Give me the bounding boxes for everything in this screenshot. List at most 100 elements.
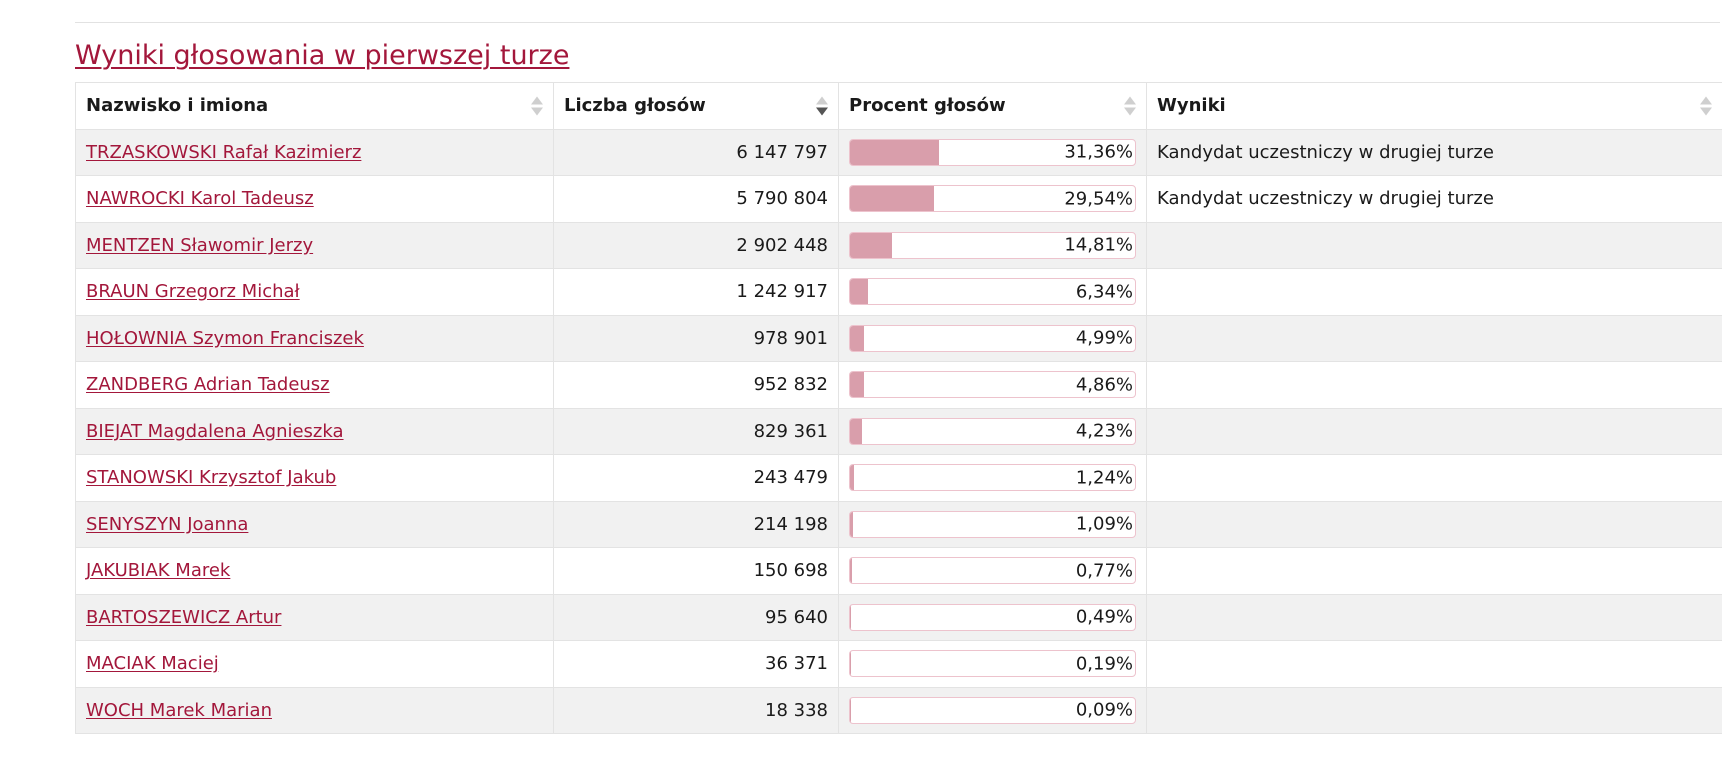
candidate-name-cell: HOŁOWNIA Szymon Franciszek (75, 314, 554, 362)
candidate-name-link[interactable]: STANOWSKI Krzysztof Jakub (86, 467, 337, 489)
percent-value: 0,19% (1075, 653, 1133, 675)
candidate-name-link[interactable]: WOCH Marek Marian (86, 699, 272, 721)
header-row: Nazwisko i imiona Liczba głosów Procent … (75, 82, 1722, 130)
table-row: ZANDBERG Adrian Tadeusz 952 832 4,86% (75, 361, 1722, 409)
sort-descending-icon[interactable] (816, 96, 828, 116)
column-header-percent[interactable]: Procent głosów (838, 82, 1147, 130)
vote-count: 829 361 (553, 407, 839, 455)
candidate-name-cell: BARTOSZEWICZ Artur (75, 593, 554, 641)
percent-bar: 1,24% (849, 464, 1136, 492)
result-status (1146, 268, 1722, 316)
percent-cell: 6,34% (838, 268, 1147, 316)
candidate-name-cell: BIEJAT Magdalena Agnieszka (75, 407, 554, 455)
candidate-name-link[interactable]: TRZASKOWSKI Rafał Kazimierz (86, 141, 362, 163)
result-status (1146, 314, 1722, 362)
percent-bar: 1,09% (849, 510, 1136, 538)
column-header-votes-label: Liczba głosów (564, 95, 706, 117)
candidate-name-link[interactable]: NAWROCKI Karol Tadeusz (86, 188, 314, 210)
table-row: TRZASKOWSKI Rafał Kazimierz 6 147 797 31,3… (75, 128, 1722, 176)
candidate-name-cell: MACIAK Maciej (75, 640, 554, 688)
table-row: HOŁOWNIA Szymon Franciszek 978 901 4,99% (75, 314, 1722, 362)
percent-value: 0,09% (1075, 699, 1133, 721)
candidate-name-link[interactable]: ZANDBERG Adrian Tadeusz (86, 374, 330, 396)
result-status: Kandydat uczestniczy w drugiej turze (1146, 128, 1722, 176)
result-status (1146, 593, 1722, 641)
percent-bar: 29,54% (849, 185, 1136, 213)
result-status (1146, 686, 1722, 734)
sort-icon[interactable] (531, 96, 543, 116)
result-status (1146, 221, 1722, 269)
percent-value: 31,36% (1064, 141, 1133, 163)
percent-value: 1,24% (1075, 467, 1133, 489)
candidate-name-link[interactable]: BRAUN Grzegorz Michał (86, 281, 300, 303)
percent-value: 14,81% (1064, 234, 1133, 256)
percent-value: 4,99% (1075, 327, 1133, 349)
percent-value: 0,77% (1075, 560, 1133, 582)
percent-cell: 0,09% (838, 686, 1147, 734)
column-header-name[interactable]: Nazwisko i imiona (75, 82, 554, 130)
vote-count: 36 371 (553, 640, 839, 688)
percent-bar: 0,77% (849, 557, 1136, 585)
percent-bar: 0,19% (849, 650, 1136, 678)
candidate-name-link[interactable]: MENTZEN Sławomir Jerzy (86, 234, 314, 256)
candidate-name-link[interactable]: MACIAK Maciej (86, 653, 219, 675)
table-row: WOCH Marek Marian 18 338 0,09% (75, 686, 1722, 734)
candidate-name-cell: STANOWSKI Krzysztof Jakub (75, 454, 554, 502)
candidate-name-link[interactable]: JAKUBIAK Marek (86, 560, 231, 582)
sort-icon[interactable] (1124, 96, 1136, 116)
percent-bar-fill (850, 372, 864, 398)
results-body: TRZASKOWSKI Rafał Kazimierz 6 147 797 31,3… (75, 128, 1722, 734)
percent-cell: 4,99% (838, 314, 1147, 362)
result-status (1146, 454, 1722, 502)
percent-bar: 0,49% (849, 603, 1136, 631)
top-divider (75, 22, 1720, 23)
vote-count: 18 338 (553, 686, 839, 734)
candidate-name-link[interactable]: HOŁOWNIA Szymon Franciszek (86, 327, 364, 349)
percent-cell: 31,36% (838, 128, 1147, 176)
vote-count: 1 242 917 (553, 268, 839, 316)
table-row: SENYSZYN Joanna 214 198 1,09% (75, 500, 1722, 548)
result-status (1146, 547, 1722, 595)
percent-cell: 0,49% (838, 593, 1147, 641)
percent-cell: 14,81% (838, 221, 1147, 269)
percent-cell: 4,23% (838, 407, 1147, 455)
vote-count: 952 832 (553, 361, 839, 409)
candidate-name-link[interactable]: BARTOSZEWICZ Artur (86, 606, 282, 628)
vote-count: 150 698 (553, 547, 839, 595)
column-header-votes[interactable]: Liczba głosów (553, 82, 839, 130)
column-header-results[interactable]: Wyniki (1146, 82, 1722, 130)
candidate-name-cell: MENTZEN Sławomir Jerzy (75, 221, 554, 269)
candidate-name-cell: JAKUBIAK Marek (75, 547, 554, 595)
percent-bar-fill (850, 558, 853, 584)
percent-bar-fill (850, 232, 893, 258)
percent-value: 4,86% (1075, 374, 1133, 396)
table-row: BARTOSZEWICZ Artur 95 640 0,49% (75, 593, 1722, 641)
candidate-name-link[interactable]: BIEJAT Magdalena Agnieszka (86, 420, 344, 442)
result-status (1146, 361, 1722, 409)
percent-bar: 4,99% (849, 324, 1136, 352)
candidate-name-cell: ZANDBERG Adrian Tadeusz (75, 361, 554, 409)
candidate-name-cell: TRZASKOWSKI Rafał Kazimierz (75, 128, 554, 176)
percent-bar-fill (850, 465, 854, 491)
percent-bar-fill (850, 418, 863, 444)
percent-value: 0,49% (1075, 606, 1133, 628)
candidate-name-cell: SENYSZYN Joanna (75, 500, 554, 548)
percent-value: 29,54% (1064, 188, 1133, 210)
vote-count: 243 479 (553, 454, 839, 502)
results-table: Nazwisko i imiona Liczba głosów Procent … (75, 82, 1722, 734)
section-title[interactable]: Wyniki głosowania w pierwszej turze (75, 40, 570, 71)
table-row: MACIAK Maciej 36 371 0,19% (75, 640, 1722, 688)
percent-bar: 6,34% (849, 278, 1136, 306)
sort-icon[interactable] (1700, 96, 1712, 116)
result-status (1146, 500, 1722, 548)
table-row: STANOWSKI Krzysztof Jakub 243 479 1,24% (75, 454, 1722, 502)
vote-count: 2 902 448 (553, 221, 839, 269)
column-header-results-label: Wyniki (1157, 95, 1226, 117)
result-status (1146, 640, 1722, 688)
candidate-name-cell: WOCH Marek Marian (75, 686, 554, 734)
table-row: BIEJAT Magdalena Agnieszka 829 361 4,23% (75, 407, 1722, 455)
percent-bar: 14,81% (849, 231, 1136, 259)
candidate-name-link[interactable]: SENYSZYN Joanna (86, 513, 249, 535)
column-header-percent-label: Procent głosów (849, 95, 1006, 117)
percent-bar-fill (850, 325, 865, 351)
